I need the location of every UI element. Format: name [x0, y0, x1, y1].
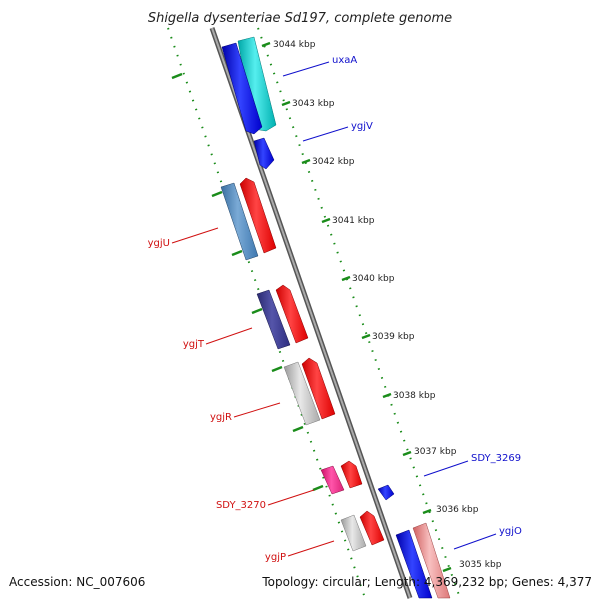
scale-ticks: 3044 kbp 3043 kbp 3042 kbp 3041 kbp 3040… [261, 40, 502, 573]
gene-ygjT[interactable] [256, 284, 309, 350]
gene-label-ygjU[interactable]: ygjU [148, 238, 170, 249]
gene-label-leaders [171, 61, 497, 557]
gene-label-uxaA[interactable]: uxaA [332, 55, 357, 66]
gene-SDY_3269[interactable] [377, 484, 395, 501]
gene-label-ygjV[interactable]: ygjV [351, 121, 373, 132]
gene-ygjR[interactable] [283, 357, 336, 426]
gene-ygjO[interactable] [395, 522, 451, 599]
tick-label: 3043 kbp [292, 99, 335, 109]
gene-label-SDY_3269[interactable]: SDY_3269 [471, 453, 521, 464]
tick-label: 3044 kbp [273, 40, 316, 50]
tick-label: 3037 kbp [414, 447, 457, 457]
tick-label: 3042 kbp [312, 157, 355, 167]
inner-major-ticks [171, 72, 324, 492]
gene-SDY_3270[interactable] [320, 460, 363, 495]
map-title: Shigella dysenteriae Sd197, complete gen… [148, 11, 452, 26]
gene-label-ygjT[interactable]: ygjT [183, 339, 205, 350]
topology-text: Topology: circular; Length: 4,369,232 bp… [261, 575, 592, 589]
gene-label-ygjO[interactable]: ygjO [499, 526, 522, 537]
gene-uxaA[interactable] [221, 36, 277, 135]
outer-tick-ring [257, 27, 461, 599]
tick-label: 3038 kbp [393, 391, 436, 401]
tick-label: 3039 kbp [372, 332, 415, 342]
gene-label-SDY_3270[interactable]: SDY_3270 [216, 500, 266, 511]
gene-ygjU[interactable] [220, 177, 277, 261]
gene-ygjP[interactable] [340, 510, 385, 552]
tick-label: 3040 kbp [352, 274, 395, 284]
gene-ygjV[interactable] [253, 137, 275, 170]
tick-label: 3036 kbp [436, 505, 479, 515]
tick-label: 3035 kbp [459, 560, 502, 570]
gene-label-ygjR[interactable]: ygjR [210, 412, 232, 423]
tick-label: 3041 kbp [332, 216, 375, 226]
gene-label-ygjP[interactable]: ygjP [265, 552, 286, 563]
accession-text: Accession: NC_007606 [9, 575, 145, 589]
